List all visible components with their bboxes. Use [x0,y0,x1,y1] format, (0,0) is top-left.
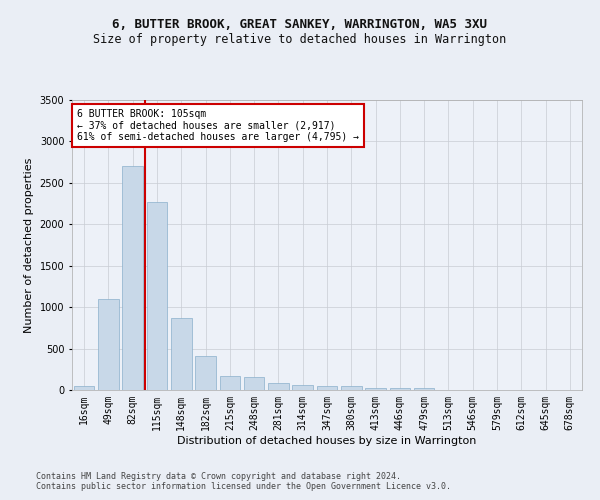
Bar [317,386,337,390]
Text: 6, BUTTER BROOK, GREAT SANKEY, WARRINGTON, WA5 3XU: 6, BUTTER BROOK, GREAT SANKEY, WARRINGTO… [113,18,487,30]
Text: Contains public sector information licensed under the Open Government Licence v3: Contains public sector information licen… [36,482,451,491]
Bar [414,388,434,390]
Text: 6 BUTTER BROOK: 105sqm
← 37% of detached houses are smaller (2,917)
61% of semi-: 6 BUTTER BROOK: 105sqm ← 37% of detached… [77,108,359,142]
Bar [220,376,240,390]
Bar [195,356,216,390]
Bar [74,386,94,390]
Bar [244,376,265,390]
Text: Contains HM Land Registry data © Crown copyright and database right 2024.: Contains HM Land Registry data © Crown c… [36,472,401,481]
Bar [341,386,362,390]
Bar [268,382,289,390]
Y-axis label: Number of detached properties: Number of detached properties [24,158,34,332]
Text: Size of property relative to detached houses in Warrington: Size of property relative to detached ho… [94,32,506,46]
Bar [171,318,191,390]
Bar [292,384,313,390]
X-axis label: Distribution of detached houses by size in Warrington: Distribution of detached houses by size … [178,436,476,446]
Bar [98,299,119,390]
Bar [365,388,386,390]
Bar [122,166,143,390]
Bar [146,202,167,390]
Bar [389,388,410,390]
